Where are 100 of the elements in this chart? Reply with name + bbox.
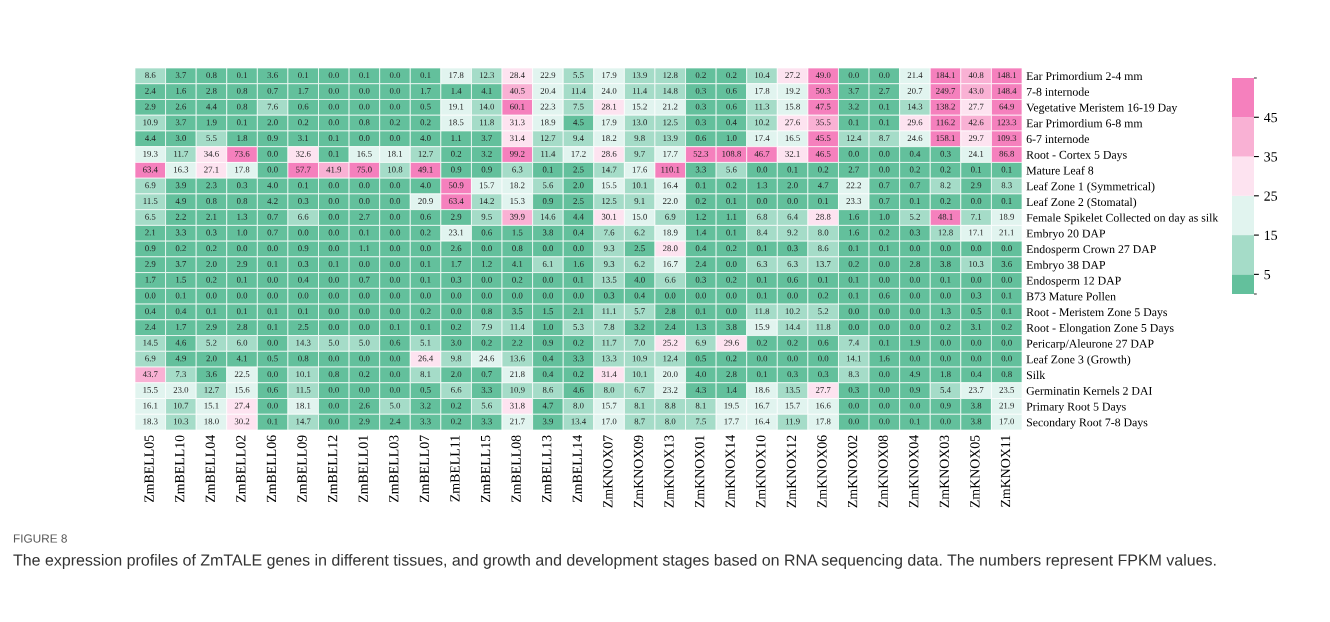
data-label: 18.9 — [663, 229, 678, 236]
x-tick-label: ZmBELL05 — [144, 435, 154, 503]
data-label: 0.1 — [970, 166, 982, 173]
data-label: 0.2 — [573, 371, 584, 378]
data-label: 13.0 — [632, 119, 647, 126]
data-label: 2.9 — [206, 324, 217, 330]
data-label: 0.0 — [940, 292, 951, 299]
data-label: 0.2 — [451, 323, 462, 330]
data-label: 25.2 — [662, 339, 678, 346]
data-label: 15.1 — [204, 402, 219, 409]
data-label: 4.5 — [573, 119, 584, 126]
data-label: 7.1 — [971, 213, 982, 220]
data-label: 3.2 — [634, 324, 645, 330]
data-label: 0.1 — [267, 261, 278, 267]
data-label: 0.0 — [328, 355, 339, 362]
data-label: 0.0 — [328, 182, 339, 189]
data-label: 27.4 — [234, 402, 250, 409]
data-label: 13.9 — [632, 72, 647, 79]
data-label: 0.9 — [451, 166, 462, 173]
data-label: 99.2 — [509, 150, 525, 157]
data-label: 2.6 — [359, 402, 370, 409]
data-label: 4.4 — [206, 103, 217, 110]
data-label: 14.4 — [785, 324, 801, 330]
data-label: 3.2 — [481, 150, 492, 157]
x-tick-label: ZmBELL09 — [297, 435, 307, 503]
data-label: 9.1 — [634, 198, 645, 205]
data-label: 8.0 — [603, 386, 615, 393]
data-label: 5.6 — [726, 166, 737, 173]
data-label: 2.9 — [359, 418, 370, 425]
data-label: 0.1 — [1001, 308, 1012, 315]
data-label: 8.0 — [665, 418, 676, 425]
data-label: 1.3 — [696, 324, 706, 330]
data-label: 0.4 — [175, 308, 187, 315]
data-label: 2.5 — [573, 166, 584, 173]
data-label: 12.7 — [418, 150, 433, 157]
data-label: 0.7 — [267, 229, 278, 236]
data-label: 21.8 — [510, 371, 525, 378]
y-tick-label: Leaf Zone 1 (Symmetrical) — [1026, 181, 1155, 193]
data-label: 0.1 — [328, 261, 339, 267]
data-label: 6.5 — [145, 213, 156, 220]
data-label: 0.0 — [1001, 339, 1012, 346]
data-label: 0.1 — [818, 276, 829, 283]
data-label: 18.5 — [449, 119, 464, 126]
data-label: 13.7 — [816, 261, 831, 267]
x-tick-label: ZmBELL03 — [389, 435, 399, 503]
data-label: 6.3 — [756, 261, 768, 267]
data-label: 2.1 — [145, 229, 156, 236]
x-tick-label: ZmBELL07 — [419, 435, 430, 503]
x-tick-label: ZmBELL01 — [358, 435, 368, 503]
data-label: 0.0 — [879, 166, 890, 173]
x-tick-label: ZmBELL14 — [572, 435, 582, 503]
y-tick-label: Female Spikelet Collected on day as silk — [1026, 213, 1219, 225]
data-label: 11.8 — [755, 308, 770, 315]
data-label: 18.3 — [143, 418, 158, 425]
data-label: 0.0 — [206, 292, 217, 299]
data-label: 0.4 — [573, 229, 584, 236]
text: The expression profiles of ZmTALE genes in different tissues, and growth and development stages based on RNA sequencing data. The numbers represent FPKM values. — [13, 554, 1216, 569]
data-label: 0.0 — [389, 261, 401, 267]
data-label: 0.0 — [389, 87, 401, 94]
data-label: 7.0 — [634, 339, 645, 346]
data-label: 0.0 — [970, 339, 982, 346]
data-label: 9.8 — [634, 135, 645, 142]
data-label: 0.0 — [328, 229, 339, 236]
data-label: 4.4 — [573, 213, 584, 220]
data-label: 24.0 — [601, 87, 617, 94]
data-label: 2.1 — [206, 213, 217, 220]
data-label: 0.4 — [970, 371, 982, 378]
data-label: 2.0 — [206, 355, 217, 362]
data-label: 6.2 — [634, 261, 645, 267]
data-label: 0.0 — [512, 292, 523, 299]
y-tick-label: Leaf Zone 2 (Stomatal) — [1026, 197, 1137, 209]
data-label: 0.9 — [267, 135, 278, 142]
data-label: 0.1 — [359, 229, 370, 236]
data-label: 7.5 — [573, 103, 584, 110]
data-label: 0.0 — [359, 308, 370, 315]
data-label: 18.0 — [204, 418, 219, 425]
data-label: 18.1 — [388, 150, 403, 157]
data-label: 1.7 — [420, 87, 431, 94]
data-label: 4.0 — [695, 371, 706, 378]
x-tick-label: ZmBELL04 — [205, 435, 215, 503]
data-label: 86.8 — [999, 150, 1015, 157]
data-label: 0.1 — [420, 72, 431, 79]
data-label: 64.9 — [999, 103, 1014, 110]
data-label: 0.0 — [328, 418, 339, 425]
data-label: 1.2 — [482, 261, 492, 267]
y-tick-label: 6-7 internode — [1026, 134, 1090, 144]
data-label: 0.2 — [726, 72, 737, 79]
data-label: 11.9 — [785, 418, 800, 425]
data-label: 0.9 — [298, 245, 309, 252]
data-label: 17.1 — [969, 229, 984, 236]
data-label: 17.8 — [816, 418, 831, 425]
data-label: 0.0 — [267, 339, 278, 346]
data-label: 46.5 — [815, 150, 831, 157]
data-label: 75.0 — [357, 166, 372, 173]
data-label: 8.2 — [940, 182, 951, 189]
data-label: 18.2 — [510, 182, 525, 189]
data-label: 0.2 — [420, 308, 431, 315]
data-label: 0.0 — [389, 182, 401, 189]
data-label: 21.7 — [510, 418, 525, 425]
data-label: 0.2 — [359, 371, 370, 378]
